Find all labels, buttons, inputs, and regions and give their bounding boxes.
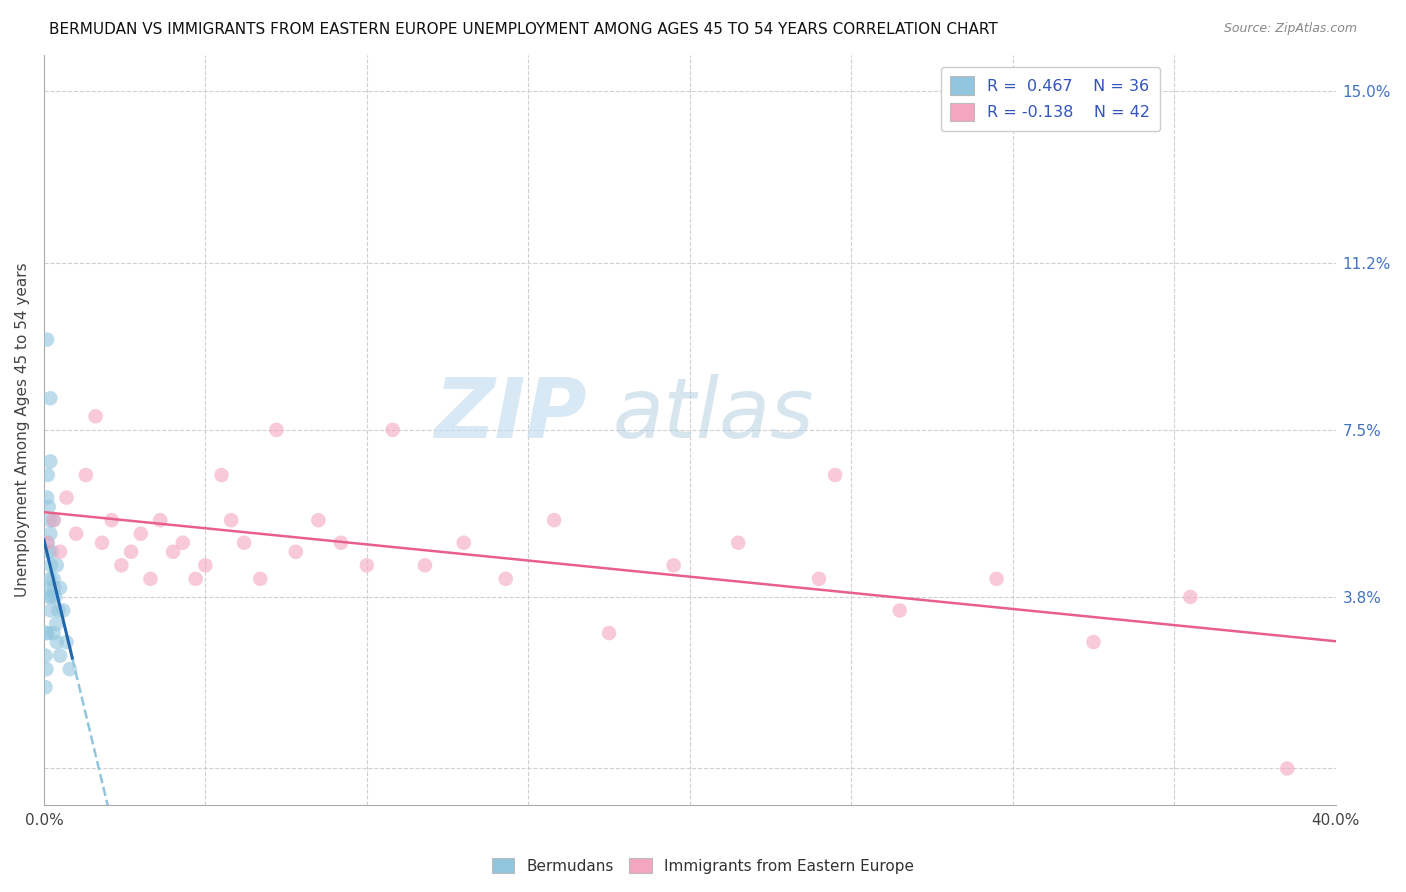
Point xyxy=(266,423,288,437)
Point xyxy=(356,558,378,573)
Point xyxy=(37,333,59,347)
Point xyxy=(42,572,65,586)
Point xyxy=(194,558,217,573)
Point xyxy=(37,468,59,483)
Point xyxy=(55,635,77,649)
Point xyxy=(38,572,60,586)
Point xyxy=(662,558,685,573)
Point xyxy=(495,572,517,586)
Point xyxy=(986,572,1008,586)
Legend: R =  0.467    N = 36, R = -0.138    N = 42: R = 0.467 N = 36, R = -0.138 N = 42 xyxy=(941,67,1160,131)
Point xyxy=(41,545,63,559)
Point xyxy=(39,558,62,573)
Point xyxy=(45,617,67,632)
Point xyxy=(55,491,77,505)
Point xyxy=(219,513,242,527)
Point xyxy=(37,626,59,640)
Point xyxy=(543,513,565,527)
Point xyxy=(34,648,56,663)
Point xyxy=(39,454,62,468)
Text: BERMUDAN VS IMMIGRANTS FROM EASTERN EUROPE UNEMPLOYMENT AMONG AGES 45 TO 54 YEAR: BERMUDAN VS IMMIGRANTS FROM EASTERN EURO… xyxy=(49,22,998,37)
Point xyxy=(211,468,233,483)
Point xyxy=(598,626,620,640)
Point xyxy=(120,545,142,559)
Point xyxy=(110,558,132,573)
Point xyxy=(413,558,436,573)
Point xyxy=(42,513,65,527)
Point xyxy=(38,513,60,527)
Point xyxy=(48,603,70,617)
Point xyxy=(284,545,307,559)
Point xyxy=(307,513,329,527)
Point xyxy=(91,535,114,549)
Point xyxy=(39,603,62,617)
Point xyxy=(39,391,62,405)
Point xyxy=(824,468,846,483)
Point xyxy=(42,626,65,640)
Point xyxy=(172,535,194,549)
Point xyxy=(37,535,59,549)
Point xyxy=(100,513,122,527)
Point xyxy=(330,535,353,549)
Point xyxy=(35,662,58,676)
Point xyxy=(38,545,60,559)
Point xyxy=(37,581,59,595)
Legend: Bermudans, Immigrants from Eastern Europe: Bermudans, Immigrants from Eastern Europ… xyxy=(485,852,921,880)
Text: atlas: atlas xyxy=(612,375,814,456)
Point xyxy=(1180,590,1202,604)
Point xyxy=(49,545,72,559)
Point xyxy=(75,468,97,483)
Point xyxy=(1083,635,1105,649)
Text: Source: ZipAtlas.com: Source: ZipAtlas.com xyxy=(1223,22,1357,36)
Point xyxy=(35,626,58,640)
Point xyxy=(38,590,60,604)
Point xyxy=(381,423,404,437)
Point xyxy=(65,526,87,541)
Point xyxy=(249,572,271,586)
Point xyxy=(37,535,59,549)
Point xyxy=(44,581,66,595)
Point xyxy=(727,535,749,549)
Point xyxy=(233,535,256,549)
Point xyxy=(889,603,911,617)
Point xyxy=(453,535,475,549)
Point xyxy=(49,581,72,595)
Text: ZIP: ZIP xyxy=(434,375,586,456)
Point xyxy=(39,526,62,541)
Point xyxy=(41,590,63,604)
Y-axis label: Unemployment Among Ages 45 to 54 years: Unemployment Among Ages 45 to 54 years xyxy=(15,262,30,597)
Point xyxy=(129,526,152,541)
Point xyxy=(162,545,184,559)
Point xyxy=(44,590,66,604)
Point xyxy=(1277,762,1299,776)
Point xyxy=(34,680,56,694)
Point xyxy=(45,558,67,573)
Point xyxy=(38,500,60,514)
Point xyxy=(42,513,65,527)
Point xyxy=(59,662,82,676)
Point xyxy=(184,572,207,586)
Point xyxy=(84,409,107,424)
Point xyxy=(37,491,59,505)
Point xyxy=(52,603,75,617)
Point xyxy=(45,635,67,649)
Point xyxy=(149,513,172,527)
Point xyxy=(139,572,162,586)
Point xyxy=(807,572,830,586)
Point xyxy=(49,648,72,663)
